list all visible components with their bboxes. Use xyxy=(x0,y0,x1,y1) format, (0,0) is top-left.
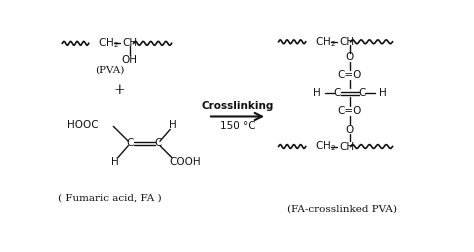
Text: CH: CH xyxy=(340,37,355,47)
Text: (FA-crosslinked PVA): (FA-crosslinked PVA) xyxy=(287,204,397,213)
Text: CH$_2$: CH$_2$ xyxy=(315,140,336,153)
Text: C: C xyxy=(334,88,341,98)
Text: H: H xyxy=(379,88,387,98)
Text: CH$_2$: CH$_2$ xyxy=(98,37,119,50)
Text: O: O xyxy=(346,124,354,135)
Text: CH: CH xyxy=(340,142,355,151)
Text: +: + xyxy=(114,83,126,97)
Text: HOOC: HOOC xyxy=(67,120,99,130)
Text: 150 °C: 150 °C xyxy=(219,121,255,131)
Text: H: H xyxy=(169,120,177,130)
Text: H: H xyxy=(313,88,320,98)
Text: H: H xyxy=(111,157,119,167)
Text: C: C xyxy=(359,88,366,98)
Text: C=O: C=O xyxy=(337,106,362,116)
Text: ( Fumaric acid, FA ): ( Fumaric acid, FA ) xyxy=(58,194,162,203)
Text: C: C xyxy=(154,138,161,148)
Text: Crosslinking: Crosslinking xyxy=(201,102,273,111)
Text: OH: OH xyxy=(122,55,138,65)
Text: (PVA): (PVA) xyxy=(95,66,124,75)
Text: O: O xyxy=(346,52,354,62)
Text: CH$_2$: CH$_2$ xyxy=(315,35,336,49)
Text: CH: CH xyxy=(123,38,138,48)
Text: COOH: COOH xyxy=(170,157,201,167)
Text: C=O: C=O xyxy=(337,70,362,80)
Text: C: C xyxy=(127,138,134,148)
